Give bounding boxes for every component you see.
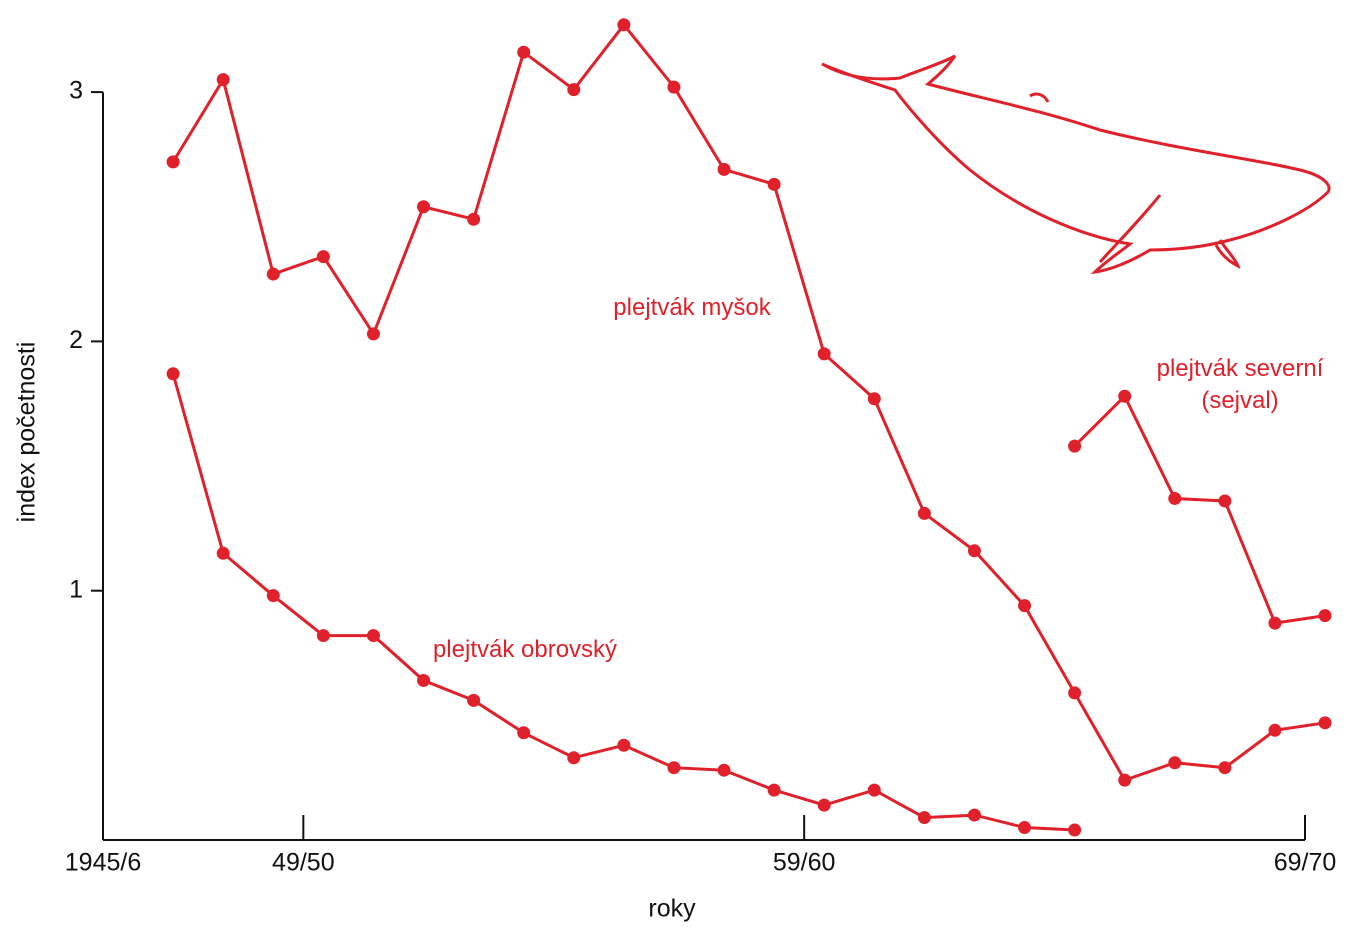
x-tick-label: 1945/6 (65, 849, 141, 877)
data-point (717, 162, 731, 176)
data-point (1268, 616, 1282, 630)
x-tick-label: 49/50 (272, 849, 335, 877)
data-point (867, 783, 881, 797)
data-point (366, 327, 380, 341)
data-point (1118, 389, 1132, 403)
data-point (366, 629, 380, 643)
data-point (667, 80, 681, 94)
y-tick-label: 2 (69, 326, 83, 354)
data-point (1318, 716, 1332, 730)
data-point (1118, 773, 1132, 787)
data-point (1068, 439, 1082, 453)
data-point (467, 212, 481, 226)
data-point (617, 18, 631, 32)
data-point (517, 726, 531, 740)
data-point (266, 589, 280, 603)
data-point (216, 546, 230, 560)
series-line (171, 373, 1075, 832)
data-point (767, 783, 781, 797)
data-point (867, 392, 881, 406)
data-point (417, 673, 431, 687)
data-point (567, 83, 581, 97)
data-point (1218, 761, 1232, 775)
data-point (1018, 821, 1032, 835)
data-point (216, 73, 230, 87)
series-line (171, 22, 1326, 783)
data-point (817, 347, 831, 361)
data-point (266, 267, 280, 281)
whale-illustration (821, 54, 1331, 275)
data-point (166, 155, 180, 169)
series-label: plejtvák severní (sejval) (1156, 355, 1324, 414)
data-point (1068, 686, 1082, 700)
data-point (717, 763, 731, 777)
data-point (1218, 494, 1232, 508)
x-axis-label: roky (648, 895, 696, 923)
data-point (467, 693, 481, 707)
data-point (1068, 823, 1082, 837)
data-point (967, 808, 981, 822)
data-point (1268, 723, 1282, 737)
data-point (1018, 599, 1032, 613)
series-label: plejtvák myšok (613, 294, 771, 321)
x-tick-label: 69/70 (1274, 849, 1337, 877)
data-point (1168, 756, 1182, 770)
data-point (517, 45, 531, 59)
data-point (567, 751, 581, 765)
data-point (316, 250, 330, 264)
data-point (1168, 491, 1182, 505)
data-point (316, 629, 330, 643)
data-point (767, 177, 781, 191)
data-point (1318, 609, 1332, 623)
y-tick-label: 3 (69, 77, 83, 105)
series-line (1073, 393, 1326, 625)
y-tick-label: 1 (69, 575, 83, 603)
data-point (166, 367, 180, 381)
data-point (667, 761, 681, 775)
data-point (917, 811, 931, 825)
data-point (617, 738, 631, 752)
data-point (417, 200, 431, 214)
data-point (817, 798, 831, 812)
y-axis-label: index početnosti (13, 342, 41, 523)
data-point (917, 506, 931, 520)
data-point (967, 544, 981, 558)
x-tick-label: 59/60 (773, 849, 836, 877)
series-label: plejtvák obrovský (432, 636, 618, 663)
